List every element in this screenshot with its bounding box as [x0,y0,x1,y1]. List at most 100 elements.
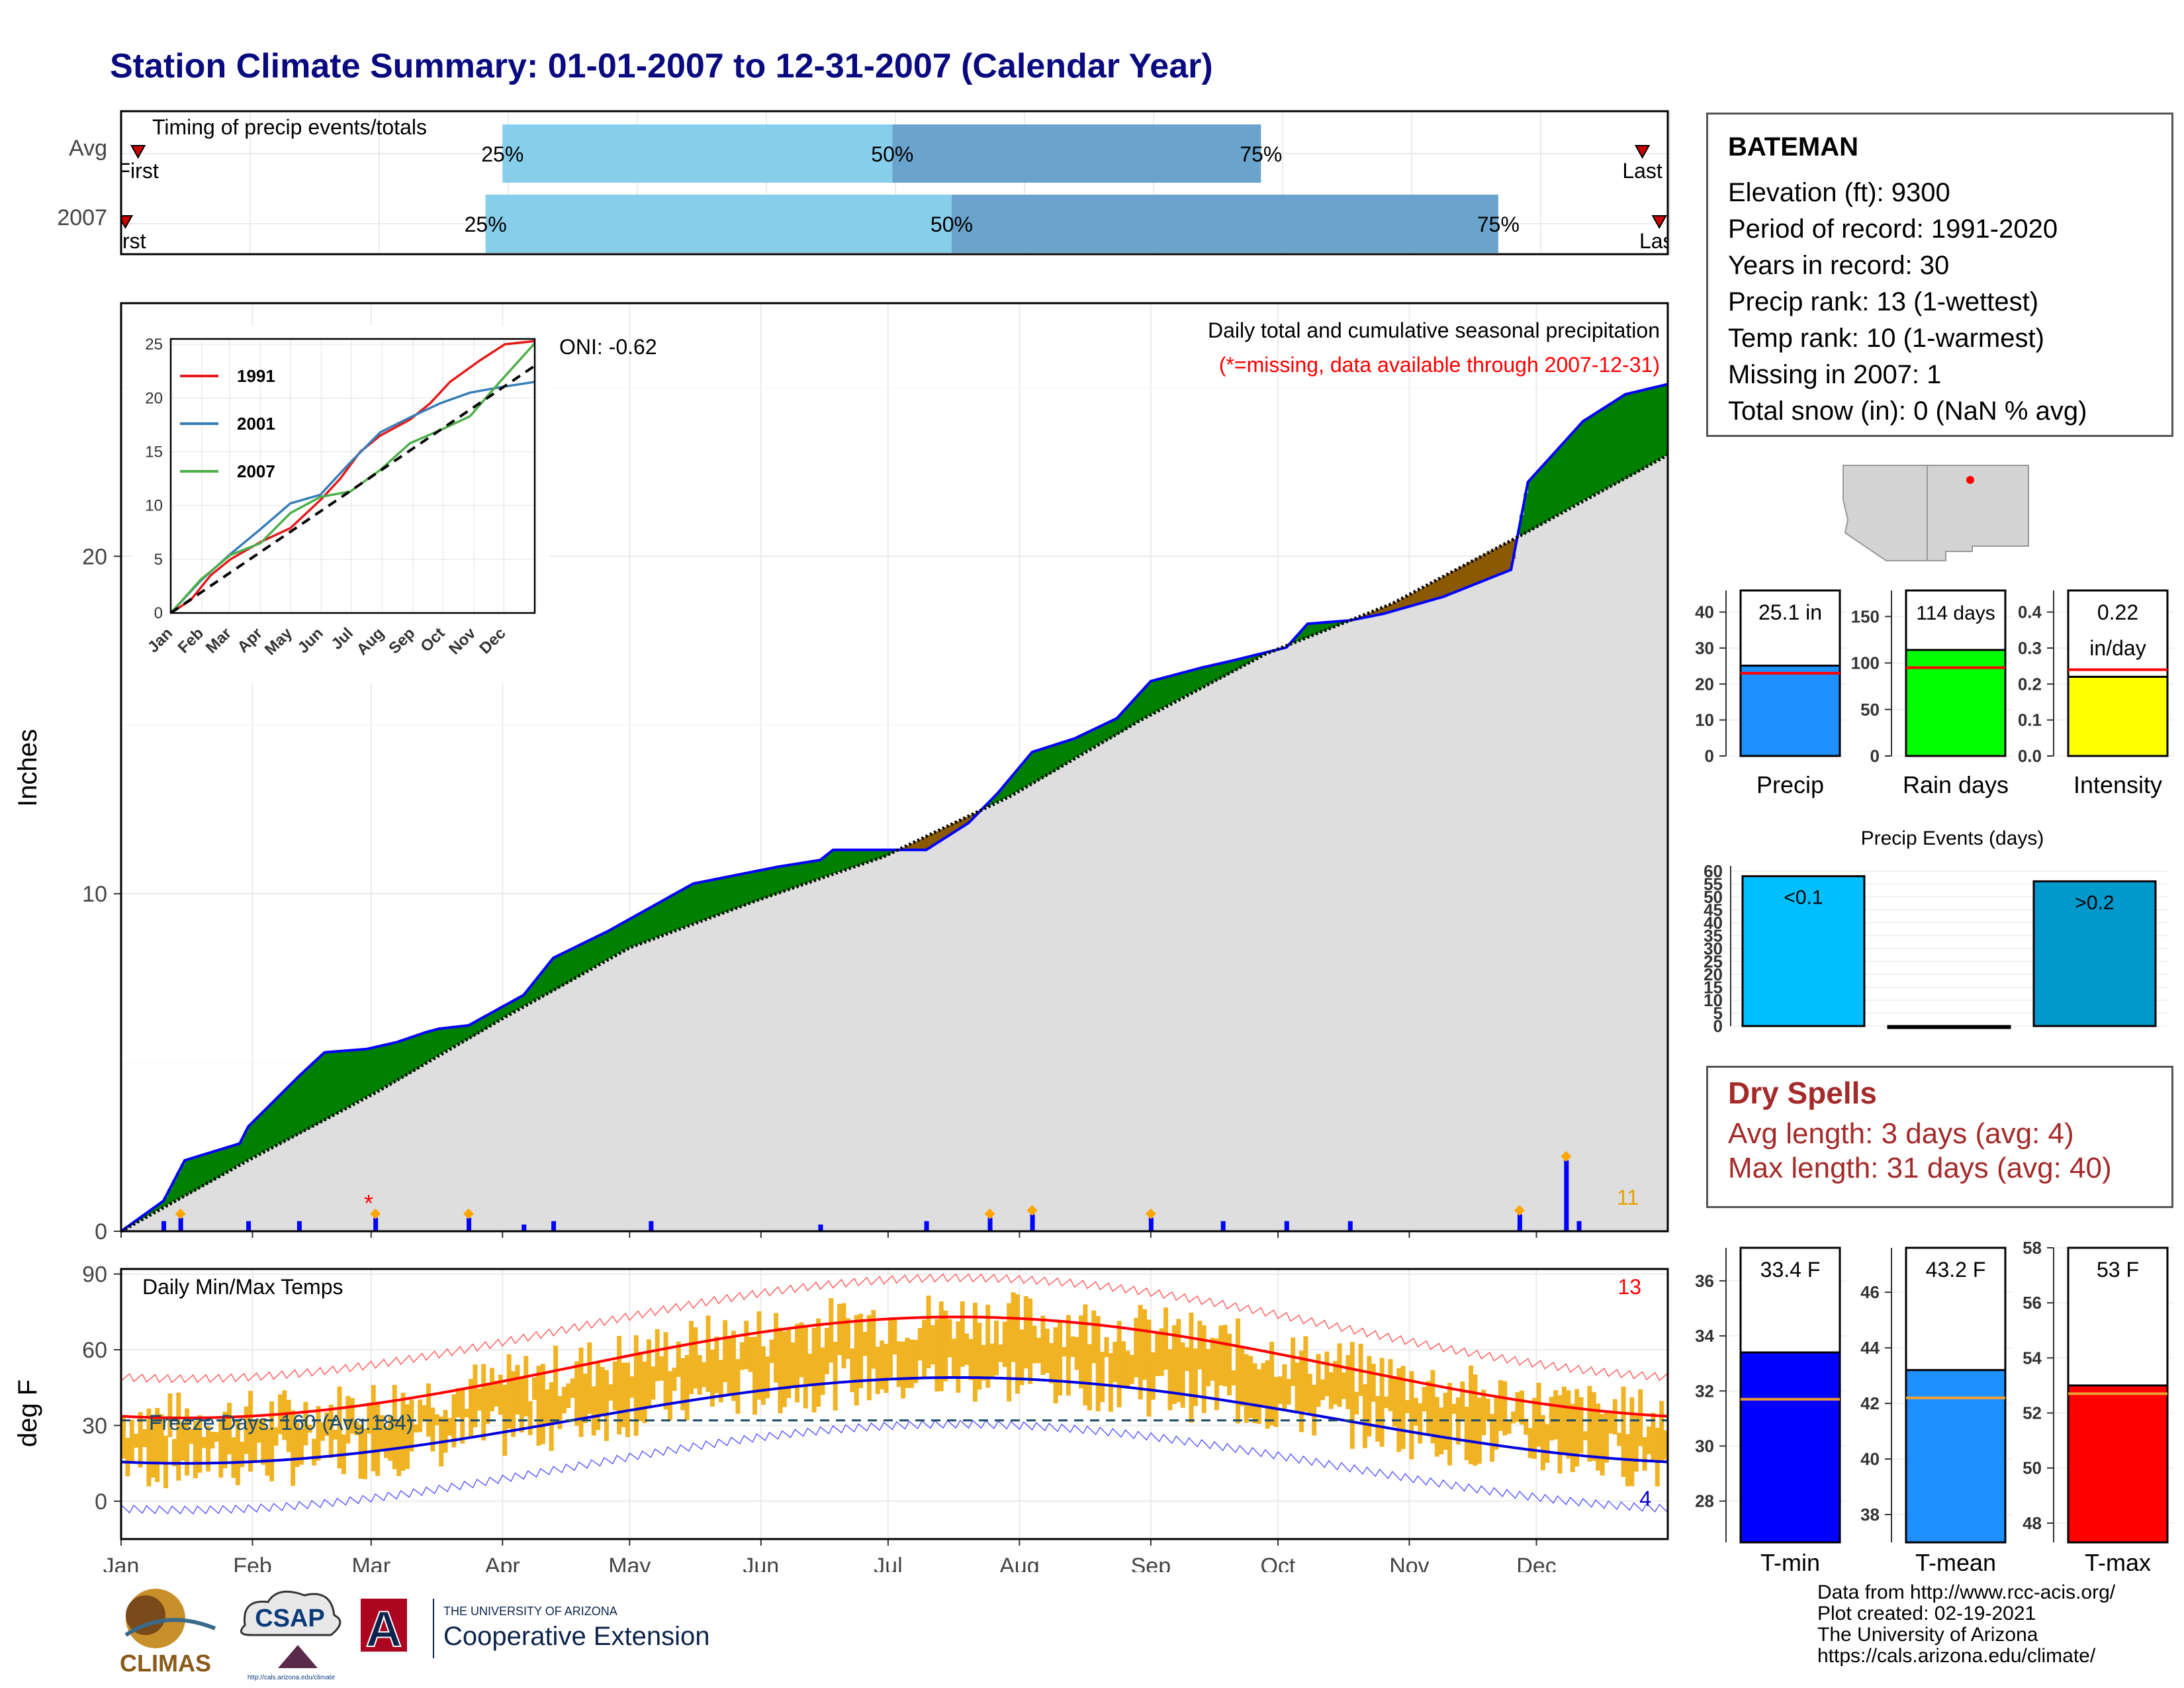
daily-temp-range-bar [1185,1347,1190,1372]
daily-temp-range-bar [841,1303,846,1369]
below-avg-band [917,839,923,850]
daily-temp-range-bar [1265,1360,1270,1429]
bar-value [1739,665,1841,757]
daily-temp-range-bar [1333,1360,1338,1405]
above-avg-band [1324,622,1330,630]
daily-temp-range-bar [1477,1397,1482,1464]
above-avg-band [854,849,859,867]
daily-temp-range-bar [1235,1318,1240,1424]
above-avg-band [604,931,609,961]
daily-temp-range-bar [1053,1327,1058,1404]
daily-temp-range-bar [1354,1391,1359,1415]
daily-temp-range-bar [989,1343,995,1378]
daily-temp-range-bar [617,1336,622,1435]
above-avg-band [515,998,520,1011]
daily-temp-range-bar [371,1385,376,1472]
daily-temp-range-bar [210,1432,215,1449]
above-avg-band [1002,784,1007,799]
above-avg-band [383,1045,388,1087]
daily-temp-range-bar [1655,1427,1660,1487]
above-avg-band [244,1131,249,1162]
daily-temp-range-bar [578,1347,584,1437]
above-avg-band [663,899,668,935]
daily-temp-range-bar [824,1328,829,1374]
station-precip-rank: Precip rank: 13 (1-wettest) [1728,287,2039,316]
csap-logo: CSAP http://cals.arizona.edu/climate [240,1590,341,1681]
above-avg-band [1549,456,1554,519]
daily-temp-range-bar [714,1336,719,1393]
cold-count: 4 [1639,1487,1651,1511]
daily-temp-range-bar [176,1392,181,1481]
daily-temp-range-bar [265,1428,270,1476]
daily-temp-range-bar [926,1295,931,1369]
above-avg-band [714,878,719,915]
above-avg-band [989,799,995,806]
bar-y-tick-label: 0.1 [2018,710,2042,730]
events-y-tick-label: 0 [1713,1016,1723,1036]
daily-temp-range-bar [1256,1369,1261,1425]
daily-temp-range-bar [1591,1391,1596,1461]
daily-temp-range-bar [1108,1353,1113,1412]
above-avg-band [1150,680,1156,714]
heavy-event-marker [1026,1205,1038,1216]
heavy-event-marker [175,1208,186,1219]
daily-temp-range-bar [1642,1436,1647,1471]
above-avg-band [833,849,838,874]
below-avg-band [1396,600,1402,610]
above-avg-band [1566,438,1571,510]
below-avg-band [1375,609,1381,615]
daily-temp-range-bar [434,1414,439,1425]
above-avg-band [1129,702,1134,726]
below-avg-band [1477,557,1482,583]
daily-temp-range-bar [964,1333,970,1365]
above-avg-band [252,1120,257,1157]
above-avg-band [532,982,537,1002]
daily-temp-range-bar [799,1322,804,1378]
timing-label: Timing of precip events/totals [152,115,427,139]
daily-temp-range-bar [833,1341,838,1411]
above-avg-band [790,864,796,888]
daily-temp-range-bar [1201,1325,1206,1413]
temp-x-tick-label: Feb [233,1554,272,1572]
daily-temp-range-bar [739,1342,745,1370]
daily-temp-range-bar [307,1425,312,1433]
above-avg-band [1252,655,1257,660]
above-avg-band [1100,725,1105,743]
above-avg-band [1638,391,1643,471]
bar-y-tick-label: 20 [1695,674,1714,694]
daily-temp-range-bar [1341,1372,1346,1399]
daily-temp-range-bar [125,1438,130,1477]
above-avg-band [1201,667,1206,687]
above-avg-band [591,938,596,968]
above-avg-band [850,849,855,868]
above-avg-band [608,929,614,959]
daily-temp-range-bar [1451,1403,1457,1414]
above-avg-band [142,1214,147,1219]
bar-y-tick-label: 30 [1695,638,1714,658]
above-avg-band [307,1066,312,1128]
below-avg-band [1494,548,1499,576]
ua-logo-letter: A [366,1601,402,1658]
timing-bar-q2 [892,124,1261,183]
daily-precip-bar [161,1221,167,1231]
daily-temp-range-bar [1171,1325,1177,1405]
above-avg-band [837,849,842,872]
events-y-tick-label: 10 [1704,990,1723,1010]
daily-temp-range-bar [193,1421,198,1479]
daily-temp-range-bar [337,1386,342,1469]
csap-logo-text: CSAP [255,1605,325,1632]
daily-temp-range-bar [1418,1403,1423,1444]
daily-temp-range-bar [1240,1348,1245,1406]
daily-temp-range-bar [901,1341,906,1399]
daily-temp-range-bar [1324,1351,1330,1397]
daily-temp-range-bar [760,1346,766,1405]
daily-temp-range-bar [1028,1298,1033,1384]
bar-y-tick-label: 40 [1695,602,1714,622]
daily-temp-range-bar [1083,1304,1088,1406]
above-avg-band [858,849,863,865]
daily-temp-range-bar [638,1352,643,1421]
heavy-event-marker [463,1208,475,1219]
below-avg-band [1502,543,1508,573]
daily-temp-range-bar [303,1401,308,1446]
above-avg-band [324,1052,330,1119]
